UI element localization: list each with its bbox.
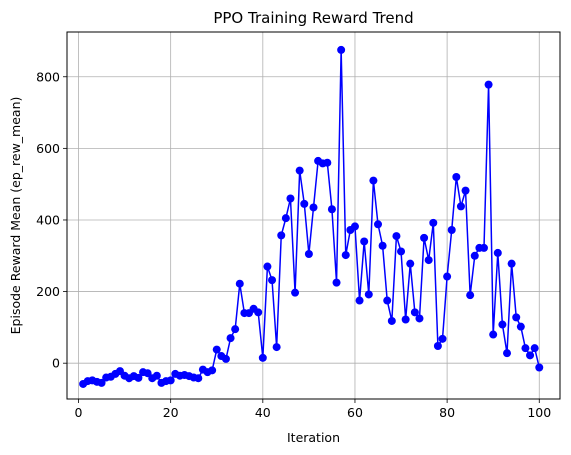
x-tick-label: 80 <box>439 405 455 420</box>
data-point <box>332 278 341 287</box>
data-point <box>337 45 346 54</box>
data-point <box>383 296 392 305</box>
data-point <box>221 354 230 363</box>
data-point <box>392 232 401 241</box>
data-point <box>350 222 359 231</box>
x-tick-label: 40 <box>255 405 271 420</box>
x-tick-label: 20 <box>163 405 179 420</box>
x-tick-label: 0 <box>75 405 83 420</box>
y-tick-label: 200 <box>36 284 60 299</box>
data-point <box>272 343 281 352</box>
data-point <box>374 220 383 229</box>
data-point <box>530 344 539 353</box>
data-point <box>401 315 410 324</box>
series-line <box>82 49 540 385</box>
data-point <box>281 214 290 223</box>
data-point <box>447 226 456 235</box>
data-point <box>466 291 475 300</box>
data-point <box>300 199 309 208</box>
chart-title: PPO Training Reward Trend <box>213 9 413 27</box>
data-point <box>364 290 373 299</box>
data-point <box>327 205 336 214</box>
data-point <box>479 243 488 252</box>
data-point <box>456 202 465 211</box>
data-point <box>410 308 419 317</box>
grid <box>67 32 560 399</box>
data-point <box>226 334 235 343</box>
data-point <box>304 249 313 258</box>
data-point <box>263 262 272 271</box>
y-axis-label: Episode Reward Mean (ep_rew_mean) <box>8 97 23 335</box>
data-point <box>433 342 442 351</box>
data-point <box>415 314 424 323</box>
data-point <box>295 166 304 175</box>
axis-ticks: 0 20 40 60 80 100 0 200 400 600 800 <box>36 69 551 420</box>
data-point <box>420 233 429 242</box>
data-point <box>521 344 530 353</box>
data-point <box>341 251 350 260</box>
data-point <box>484 80 493 89</box>
data-point <box>512 313 521 322</box>
data-point <box>166 376 175 385</box>
data-point <box>526 351 535 360</box>
data-point <box>194 374 203 383</box>
data-point <box>461 186 470 195</box>
data-point <box>360 237 369 246</box>
data-point <box>438 334 447 343</box>
data-point <box>387 316 396 325</box>
data-point <box>309 203 318 212</box>
data-point <box>452 173 461 182</box>
data-point <box>378 241 387 250</box>
plot-frame <box>66 31 561 400</box>
x-axis-label: Iteration <box>287 430 340 445</box>
y-tick-label: 600 <box>36 141 60 156</box>
data-point <box>323 158 332 167</box>
data-point <box>277 231 286 240</box>
data-point <box>254 308 263 317</box>
data-point <box>507 259 516 268</box>
data-point <box>235 279 244 288</box>
y-tick-label: 400 <box>36 212 60 227</box>
data-point <box>97 378 106 387</box>
data-point <box>268 276 277 285</box>
x-tick-label: 100 <box>527 405 551 420</box>
series-line-group <box>79 45 544 388</box>
data-point <box>286 194 295 203</box>
data-point <box>369 176 378 185</box>
data-point <box>134 373 143 382</box>
data-point <box>535 363 544 372</box>
data-point <box>231 325 240 334</box>
data-point <box>503 349 512 358</box>
data-point <box>489 330 498 339</box>
data-point <box>498 320 507 329</box>
data-point <box>291 288 300 297</box>
data-point <box>406 259 415 268</box>
data-point <box>212 345 221 354</box>
data-point <box>355 296 364 305</box>
data-point <box>429 218 438 227</box>
data-point <box>397 247 406 256</box>
data-point <box>470 251 479 260</box>
data-point <box>208 366 217 375</box>
x-tick-label: 60 <box>347 405 363 420</box>
y-tick-label: 0 <box>52 356 60 371</box>
data-point <box>516 322 525 331</box>
data-point <box>443 272 452 281</box>
data-point <box>493 248 502 257</box>
data-point <box>424 256 433 265</box>
data-point <box>258 353 267 362</box>
y-tick-label: 800 <box>36 69 60 84</box>
data-point <box>152 371 161 380</box>
